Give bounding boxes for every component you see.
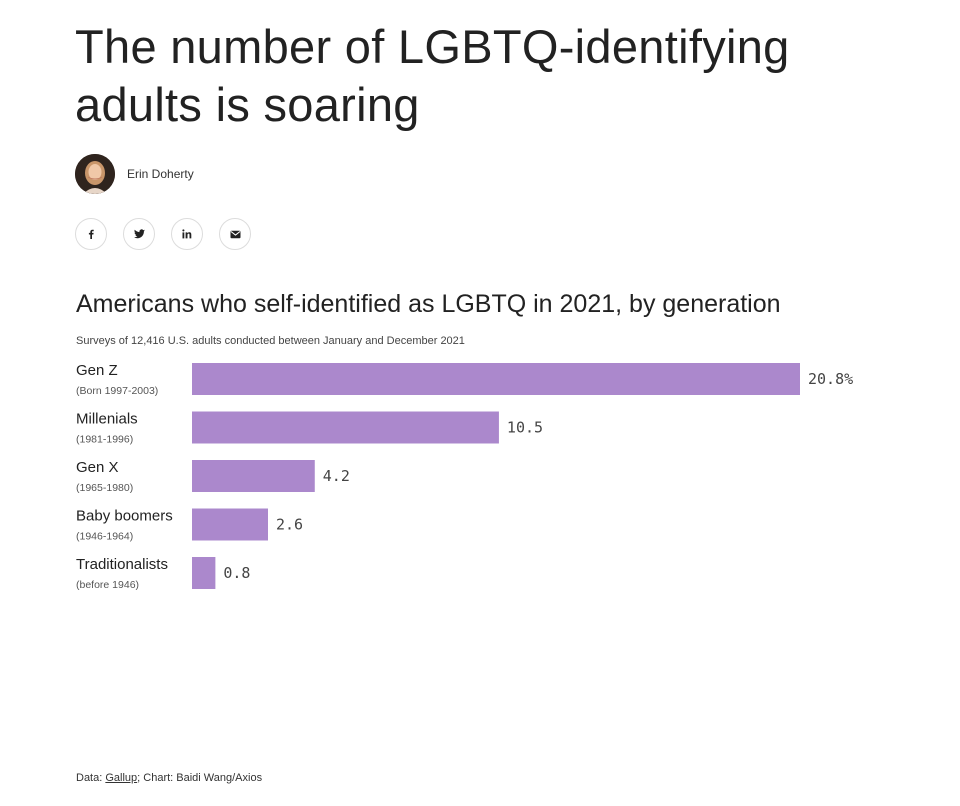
- twitter-icon: [133, 229, 145, 239]
- bar-value-label-3: 2.6: [276, 516, 303, 534]
- footer-credit: ; Chart: Baidi Wang/Axios: [137, 772, 263, 784]
- footer-prefix: Data:: [76, 772, 106, 784]
- bar-chart: 20.8% Gen Z (Born 1997-2003) 10.5 Millenials…: [76, 362, 853, 591]
- facebook-icon: [88, 229, 94, 239]
- chart-footer: Data: Gallup; Chart: Baidi Wang/Axios: [76, 772, 262, 784]
- bar-3: [192, 508, 268, 541]
- bar-value-label-1: 10.5: [507, 419, 543, 437]
- category-note-3: (1946-1964): [76, 531, 133, 543]
- bar-value-label-4: 0.8: [223, 564, 250, 582]
- category-note-2: (1965-1980): [76, 482, 133, 494]
- category-note-0: (Born 1997-2003): [76, 385, 158, 397]
- category-label-4: Traditionalists: [76, 556, 168, 573]
- email-icon: [230, 230, 240, 238]
- category-label-1: Millenials: [76, 411, 138, 428]
- source-link[interactable]: Gallup: [105, 772, 138, 784]
- headline: The number of LGBTQ-identifying adults i…: [75, 20, 790, 131]
- byline: Erin Doherty: [75, 154, 194, 194]
- bar-4: [192, 557, 216, 589]
- bar-value-label-0: 20.8%: [808, 370, 853, 388]
- bar-1: [192, 411, 499, 444]
- category-note-1: (1981-1996): [76, 434, 133, 446]
- chart-subtitle: Surveys of 12,416 U.S. adults conducted …: [76, 335, 465, 347]
- bar-2: [192, 460, 315, 492]
- category-note-4: (before 1946): [76, 579, 139, 591]
- bar-0: [192, 363, 800, 395]
- bar-value-label-2: 4.2: [323, 467, 350, 485]
- share-bar: [75, 218, 251, 250]
- linkedin-icon: [182, 229, 192, 239]
- facebook-share-button[interactable]: [75, 218, 107, 250]
- author-name[interactable]: Erin Doherty: [127, 167, 194, 181]
- twitter-share-button[interactable]: [123, 218, 155, 250]
- author-avatar[interactable]: [75, 154, 115, 194]
- chart-title: Americans who self-identified as LGBTQ i…: [76, 290, 781, 318]
- linkedin-share-button[interactable]: [171, 218, 203, 250]
- category-label-0: Gen Z: [76, 362, 118, 379]
- category-label-3: Baby boomers: [76, 508, 173, 525]
- email-share-button[interactable]: [219, 218, 251, 250]
- category-label-2: Gen X: [76, 459, 119, 476]
